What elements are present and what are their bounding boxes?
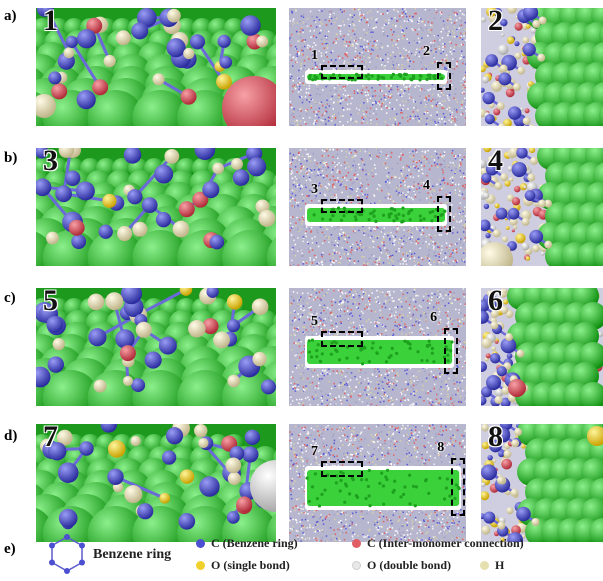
zoom-number-left: 3 bbox=[43, 148, 58, 177]
dashed-box-left bbox=[321, 461, 363, 477]
dashed-box-label-left: 3 bbox=[311, 182, 318, 197]
dashed-box-left bbox=[321, 199, 363, 213]
dashed-box-label-left: 1 bbox=[311, 48, 318, 63]
dashed-box-label-right: 8 bbox=[437, 440, 445, 455]
legend-dot-o-single bbox=[196, 561, 205, 570]
legend-text-h: H bbox=[495, 558, 505, 572]
legend-dot-c-benzene bbox=[196, 539, 205, 548]
zoom-panel-right-4: 8 bbox=[481, 424, 603, 542]
row-label-c: c) bbox=[4, 290, 16, 306]
legend-dot-o-double bbox=[352, 561, 361, 570]
dashed-box-label-right: 4 bbox=[423, 178, 431, 193]
dashed-box-label-left: 5 bbox=[311, 314, 318, 329]
dashed-box-label-right: 6 bbox=[430, 310, 438, 325]
dashed-box-left bbox=[321, 331, 363, 347]
legend-text-o-double: O (double bond) bbox=[367, 558, 452, 572]
zoom-panel-right-3: 6 bbox=[481, 288, 603, 406]
legend: e) Benzene ring C (Benzene ring) C (Inte… bbox=[0, 528, 603, 581]
legend-text-o-single: O (single bond) bbox=[211, 558, 290, 572]
dashed-box-left bbox=[321, 65, 363, 79]
legend-text-c-benzene: C (Benzene ring) bbox=[211, 536, 298, 550]
zoom-panel-right-1: 2 bbox=[481, 8, 603, 126]
zoom-panel-left-4: 7 bbox=[36, 424, 276, 542]
zoom-number-right: 6 bbox=[488, 288, 503, 317]
zoom-number-left: 1 bbox=[43, 8, 58, 37]
benzene-ring-icon bbox=[49, 534, 85, 574]
dashed-box-label-right: 2 bbox=[423, 44, 431, 59]
dashed-box-label-left: 7 bbox=[311, 444, 318, 459]
zoom-panel-left-2: 3 bbox=[36, 148, 276, 266]
dashed-box-right bbox=[437, 62, 452, 90]
zoom-number-right: 2 bbox=[488, 8, 503, 37]
dashed-box-right bbox=[437, 196, 452, 232]
row-label-d: d) bbox=[4, 428, 18, 444]
legend-text-c-inter: C (Inter-monomer connection) bbox=[367, 536, 524, 550]
legend-benzene-ring: Benzene ring bbox=[93, 547, 172, 562]
zoom-number-right: 4 bbox=[488, 148, 503, 177]
legend-dot-h bbox=[480, 561, 489, 570]
dashed-box-right bbox=[451, 458, 466, 516]
row-label-a: a) bbox=[4, 8, 17, 24]
zoom-number-right: 8 bbox=[488, 424, 503, 453]
legend-dot-c-inter bbox=[352, 539, 361, 548]
zoom-panel-left-3: 5 bbox=[36, 288, 276, 406]
zoom-panel-left-1: 1 bbox=[36, 8, 276, 126]
zoom-number-left: 7 bbox=[43, 424, 58, 453]
row-label-b: b) bbox=[4, 150, 18, 166]
legend-label: e) bbox=[4, 541, 16, 557]
zoom-panel-right-2: 4 bbox=[481, 148, 603, 266]
dashed-box-right bbox=[444, 328, 459, 374]
zoom-number-left: 5 bbox=[43, 288, 58, 317]
